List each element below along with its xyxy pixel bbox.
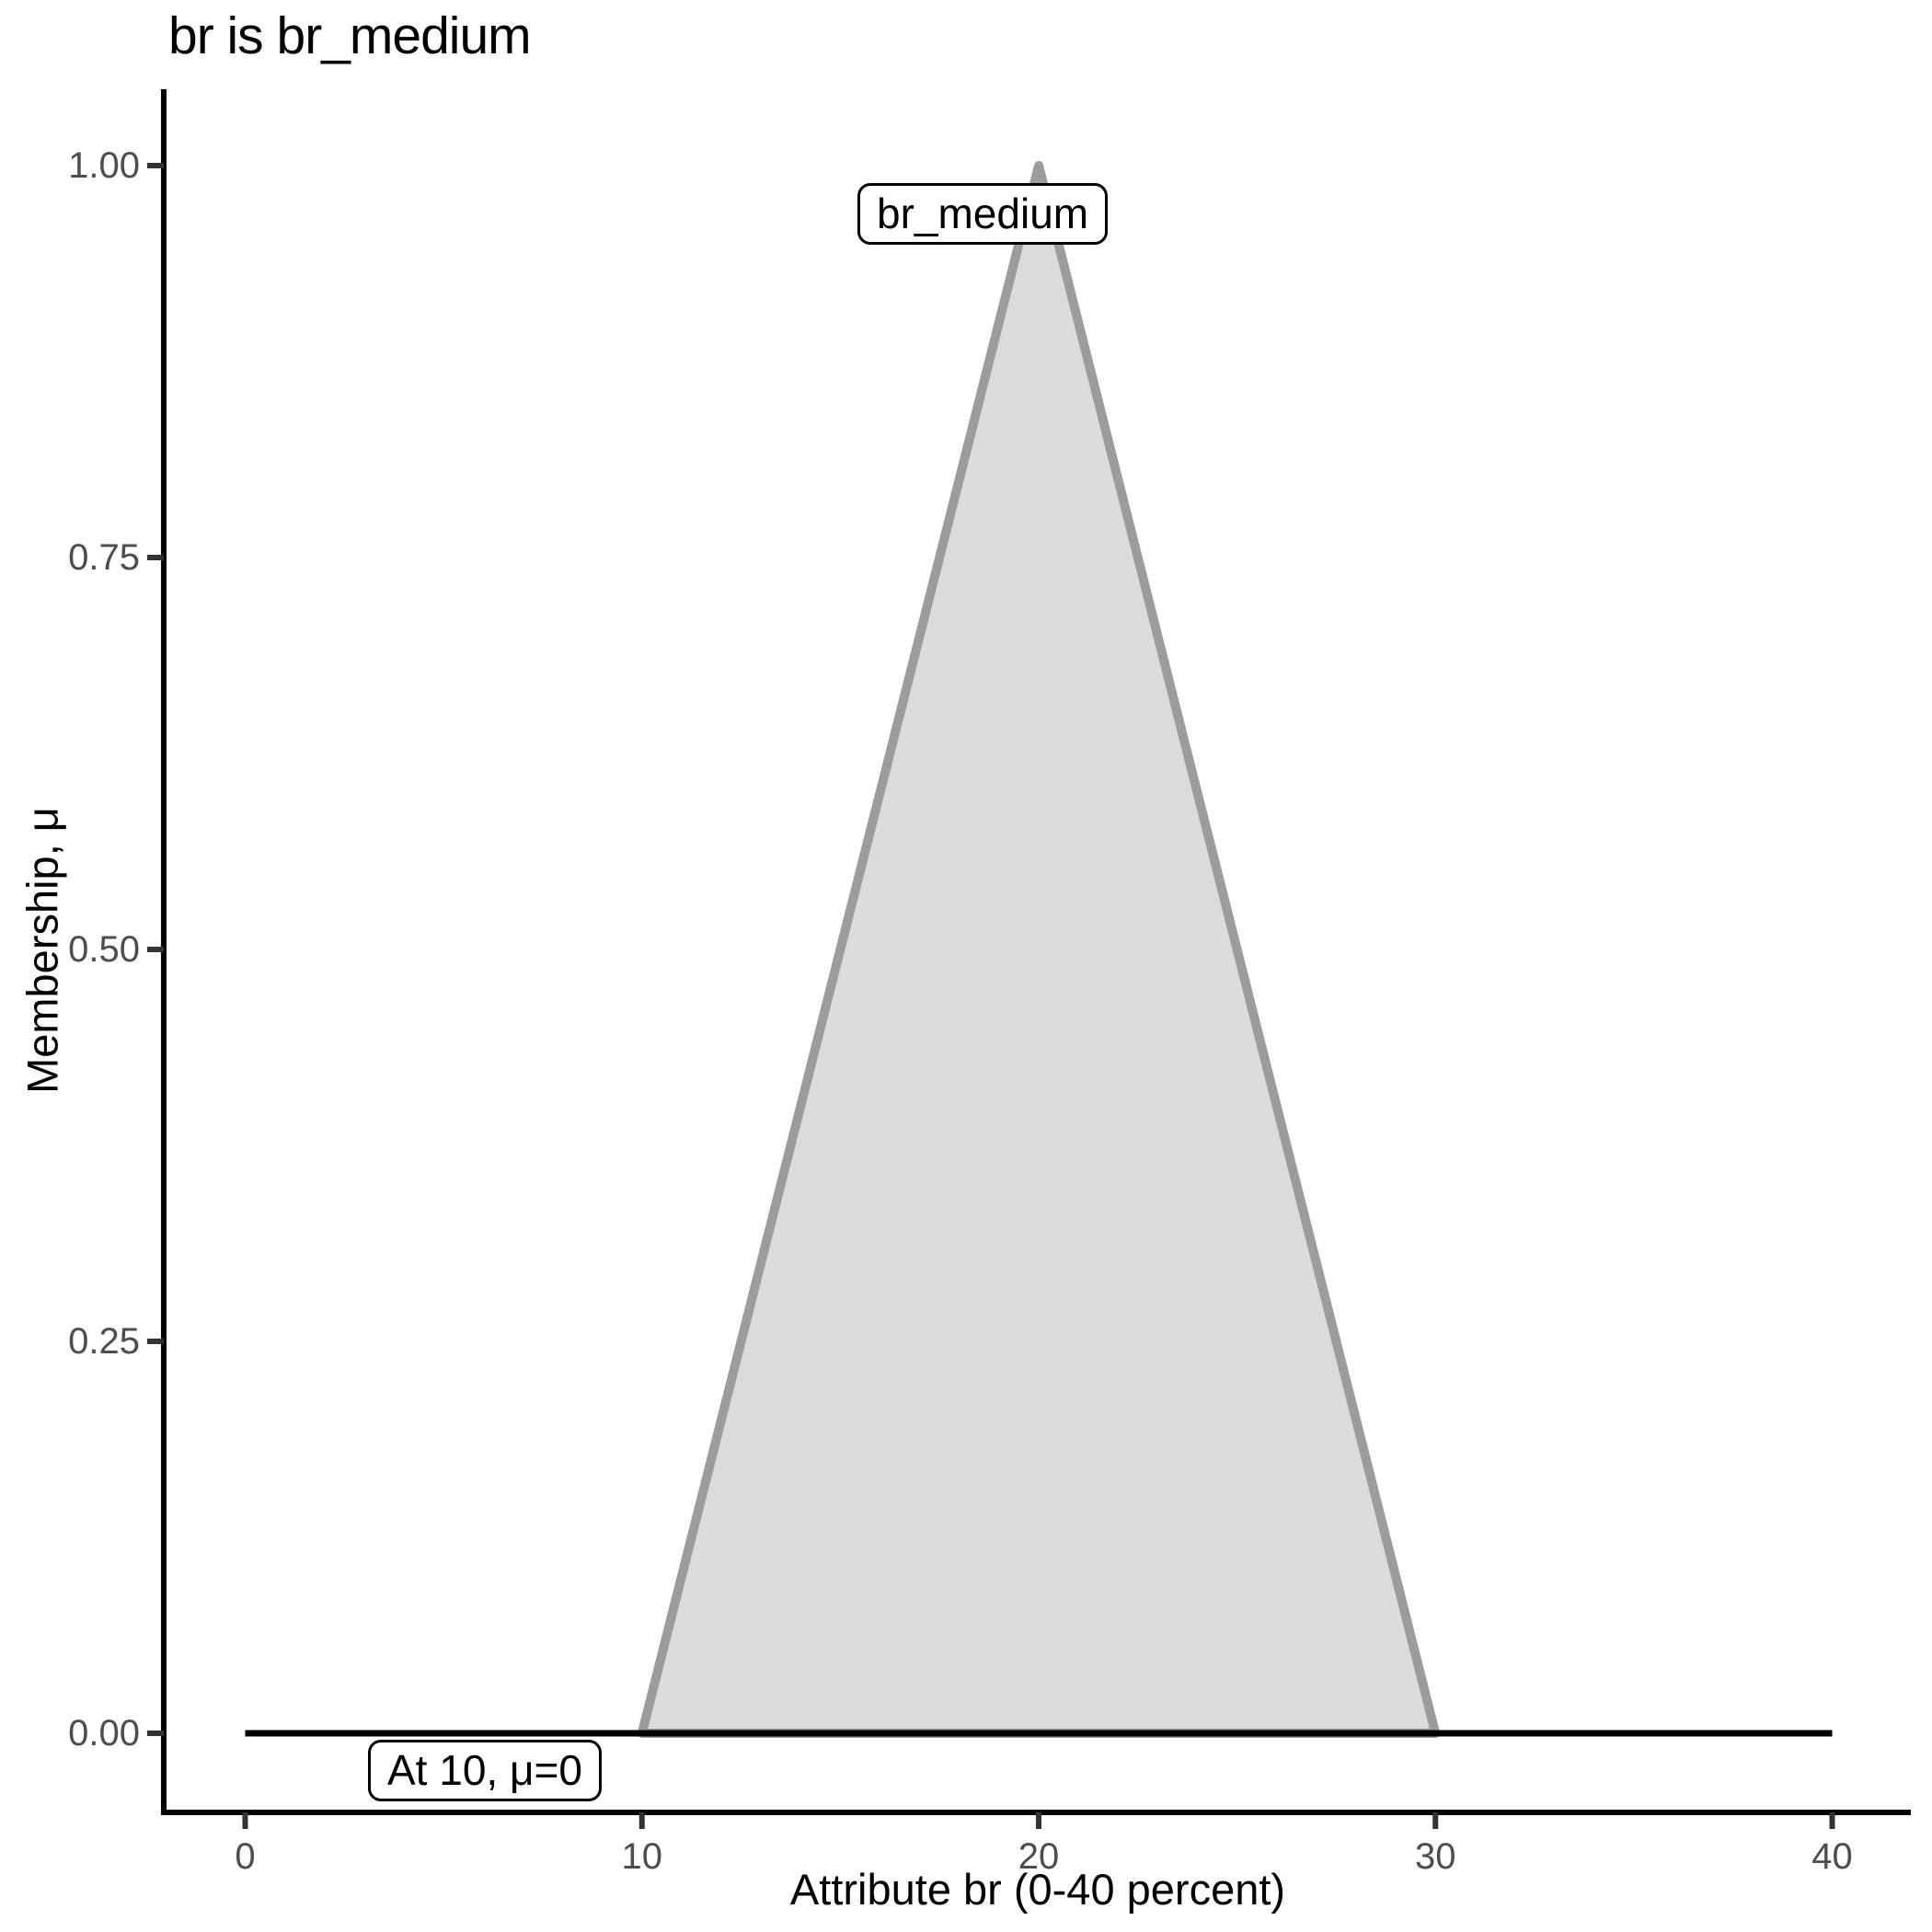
y-tick-label: 0.75 [68,537,140,578]
annotation-membership-value-text: At 10, μ=0 [387,1746,582,1794]
x-tick-label: 0 [235,1836,256,1877]
x-tick-label: 10 [621,1836,663,1877]
x-tick-label: 40 [1811,1836,1853,1877]
annotation-set-name-text: br_medium [877,190,1089,237]
x-tick-marks [242,1812,1835,1829]
y-tick-marks [147,163,164,1736]
annotation-set-name-label: br_medium [857,183,1109,245]
membership-triangle [637,161,1441,1738]
y-tick-label: 0.50 [68,929,140,970]
y-tick-label: 0.00 [68,1713,140,1754]
chart-title: br is br_medium [168,6,532,65]
y-tick-label: 1.00 [68,145,140,186]
x-tick-label: 20 [1018,1836,1060,1877]
y-tick-label: 0.25 [68,1321,140,1362]
x-tick-label: 30 [1415,1836,1456,1877]
x-axis-title: Attribute br (0-40 percent) [789,1865,1286,1914]
annotation-membership-value-label: At 10, μ=0 [368,1740,602,1801]
